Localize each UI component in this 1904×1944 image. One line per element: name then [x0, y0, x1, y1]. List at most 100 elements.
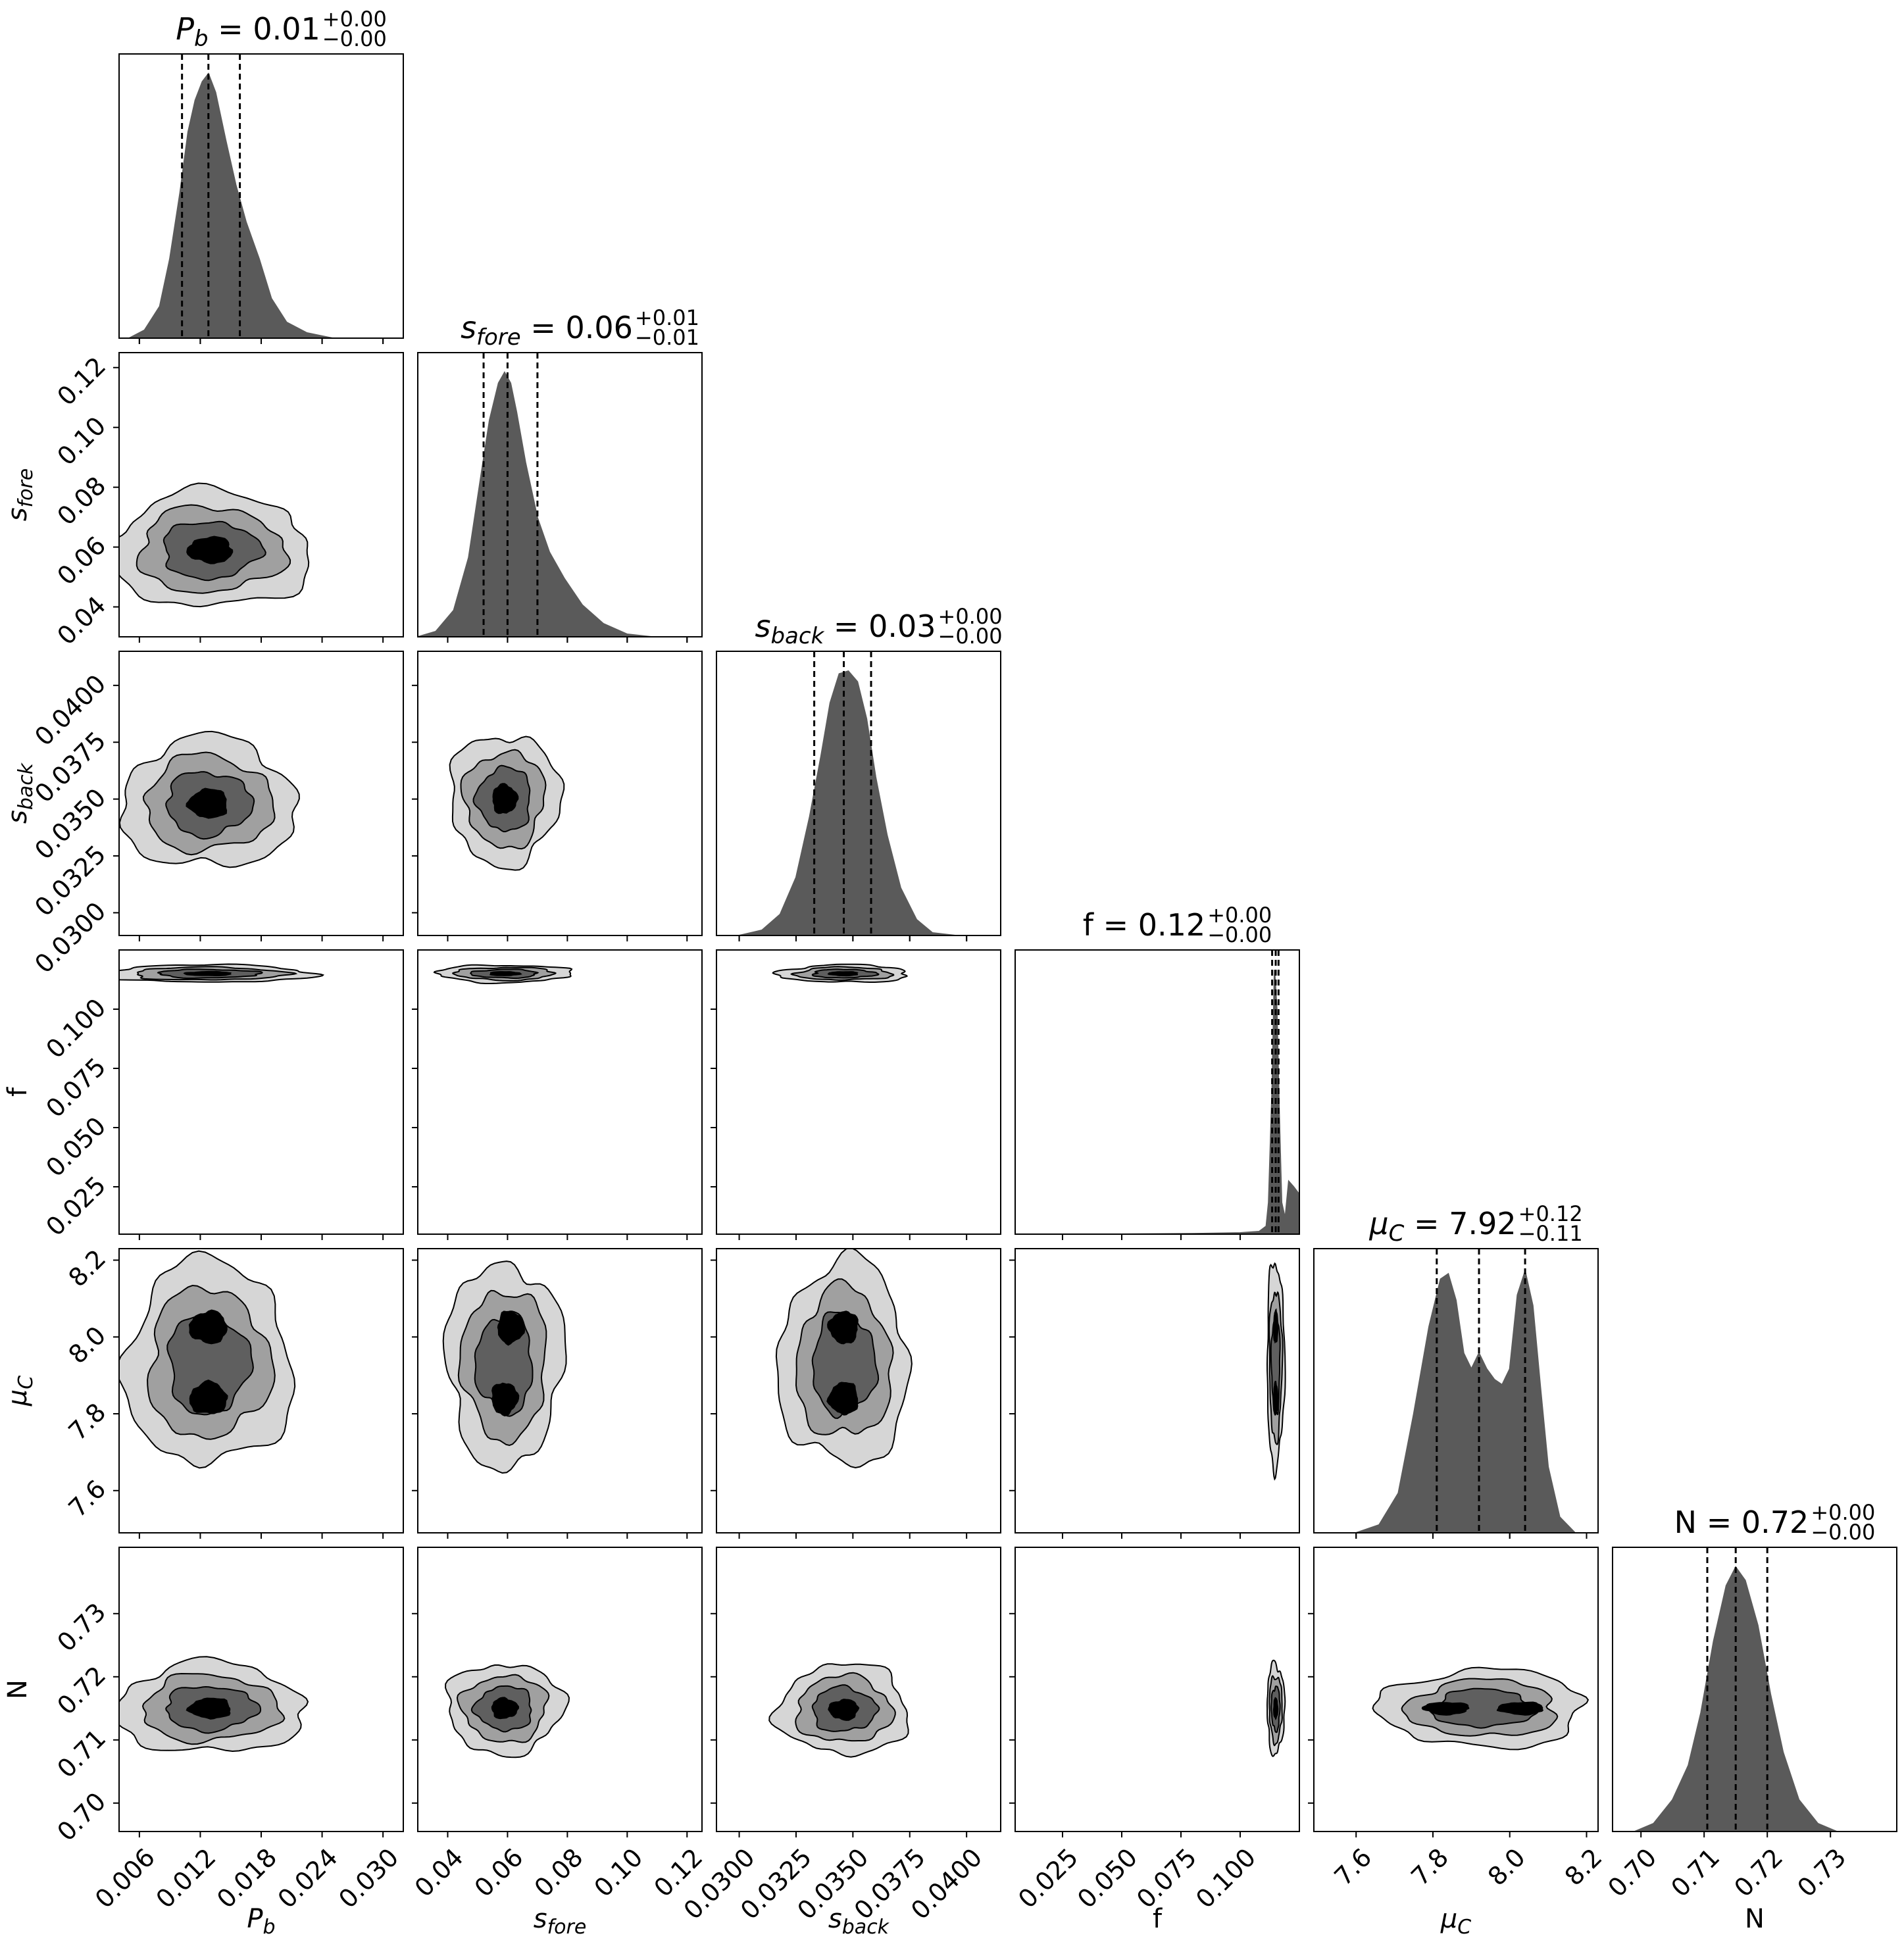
x-tick-label: 0.08	[529, 1843, 589, 1903]
x-tick-label: 0.024	[272, 1843, 343, 1914]
y-axis-N: 0.700.710.720.73 N	[3, 1597, 111, 1847]
y-axis-label-f: f	[3, 1087, 33, 1097]
x-axis-label-sback: sback	[828, 1904, 890, 1939]
y-tick-label: 0.70	[51, 1787, 111, 1847]
x-tick-label: 0.075	[1131, 1843, 1202, 1914]
ticks-1-0	[113, 366, 384, 643]
y-axis-muC: 7.6 7.8 8.0 8.2 μC	[3, 1244, 111, 1523]
x-axis-label-sfore: sfore	[534, 1904, 587, 1939]
title-plus-Pb: +0.00	[322, 7, 387, 32]
histogram-area-f	[1121, 970, 1299, 1234]
title-plus-N: +0.00	[1811, 1500, 1875, 1525]
ticks-5-5	[1640, 1832, 1832, 1837]
ticks-5-2	[711, 1612, 968, 1837]
contour-panel-N-vs-muC	[1313, 1547, 1599, 1832]
contour-panel-sback-vs-sfore	[417, 651, 703, 936]
title-minus-N: −0.00	[1811, 1520, 1875, 1545]
panel-frame	[417, 1547, 703, 1832]
y-tick-label: 0.08	[51, 471, 111, 531]
x-tick-label: 0.71	[1665, 1843, 1725, 1903]
contour-panel-muC-vs-sfore	[417, 1248, 703, 1533]
marginal-f: f = 0.12 +0.00−0.00	[1015, 903, 1300, 1235]
y-axis-label-muC: μC	[3, 1376, 38, 1407]
title-minus-muC: −0.11	[1518, 1221, 1583, 1246]
panel-frame	[1015, 1547, 1300, 1832]
title-N: N = 0.72	[1674, 1505, 1809, 1540]
x-tick-label: 0.030	[333, 1843, 404, 1914]
contour-panel-sback-vs-Pb	[118, 651, 404, 936]
contour-core-0	[186, 1697, 231, 1720]
y-tick-label: 7.8	[63, 1397, 112, 1446]
panel-frame	[417, 651, 703, 936]
diag-ticks	[138, 338, 1588, 1539]
contour-panel-N-vs-Pb	[118, 1547, 404, 1832]
x-tick-label: 7.6	[1329, 1843, 1378, 1891]
panel-frame	[716, 949, 1001, 1235]
title-f: f = 0.12	[1083, 907, 1205, 943]
y-tick-label: 8.2	[63, 1244, 112, 1293]
x-tick-label: 0.73	[1791, 1843, 1851, 1903]
marginal-N: N = 0.72 +0.00−0.00	[1612, 1500, 1897, 1832]
x-tick-label: 0.06	[469, 1843, 529, 1903]
contour-panel-N-vs-sfore	[417, 1547, 703, 1832]
histogram-area-sfore	[418, 371, 651, 637]
contour-core-1	[491, 1382, 520, 1417]
panel-frame	[1313, 1547, 1599, 1832]
marginal-sback: sback = 0.03 +0.00−0.00	[716, 604, 1003, 936]
title-sback: sback = 0.03	[755, 609, 936, 649]
marginal-Pb: Pb = 0.01 +0.00−0.00	[118, 7, 404, 339]
y-tick-label: 0.04	[51, 591, 111, 651]
contour-core-1	[826, 1382, 859, 1416]
contour-core-0	[491, 1697, 520, 1720]
ticks-4-4	[1355, 1533, 1588, 1539]
x-axis-muC: 7.6 7.8 8.0 8.2 μC	[1329, 1843, 1608, 1939]
title-sfore: sfore = 0.06	[461, 310, 633, 351]
x-axis-label-muC: μC	[1440, 1904, 1471, 1939]
ticks-5-4	[1308, 1612, 1588, 1837]
ticks-5-1	[412, 1612, 688, 1837]
x-tick-label: 0.050	[1072, 1843, 1143, 1914]
histogram-area-sback	[739, 670, 956, 935]
title-plus-sback: +0.00	[938, 604, 1003, 629]
contour-panel-f-vs-Pb	[118, 949, 404, 1235]
panel-frame	[716, 1547, 1001, 1832]
ticks-5-0	[113, 1612, 384, 1837]
title-plus-f: +0.00	[1207, 903, 1272, 928]
panel-frame-sfore	[417, 352, 703, 637]
contour-core-0	[186, 787, 228, 819]
y-tick-label: 0.12	[51, 351, 111, 411]
contour-level-2	[811, 1311, 880, 1419]
contour-core-0	[827, 1310, 859, 1345]
marginal-muC: μC = 7.92 +0.12−0.11	[1313, 1201, 1599, 1533]
ticks-4-1	[412, 1259, 688, 1539]
marginal-sfore: sfore = 0.06 +0.01−0.01	[417, 305, 703, 637]
y-axis-label-sfore: sfore	[3, 468, 38, 522]
ticks-3-1	[412, 1009, 688, 1240]
y-tick-label: 0.73	[51, 1597, 111, 1657]
y-tick-label: 7.6	[63, 1474, 112, 1523]
y-tick-label: 0.050	[40, 1111, 111, 1182]
contour-core-0	[828, 1699, 860, 1721]
contour-core-1	[189, 1380, 228, 1414]
ticks-4-0	[113, 1259, 384, 1539]
contour-panel-N-vs-sback	[716, 1547, 1001, 1832]
y-tick-label: 8.0	[63, 1321, 112, 1370]
contour-core-0	[186, 536, 234, 564]
title-muC: μC = 7.92	[1368, 1206, 1516, 1247]
y-axis-sfore: 0.040.060.080.100.12 sfore	[3, 351, 111, 651]
x-tick-label: 0.70	[1602, 1843, 1662, 1903]
x-tick-label: 0.025	[1013, 1843, 1084, 1914]
panel-frame-muC	[1313, 1248, 1599, 1533]
contour-panel-sfore-vs-Pb	[118, 352, 404, 637]
contour-core-1	[1273, 1380, 1279, 1416]
contour-core-0	[492, 783, 519, 814]
title-plus-sfore: +0.01	[635, 305, 699, 330]
y-tick-label: 0.075	[40, 1052, 111, 1123]
x-axis-label-N: N	[1745, 1904, 1765, 1934]
histogram-area-Pb	[128, 72, 333, 338]
histogram-area-muC	[1355, 1268, 1576, 1533]
